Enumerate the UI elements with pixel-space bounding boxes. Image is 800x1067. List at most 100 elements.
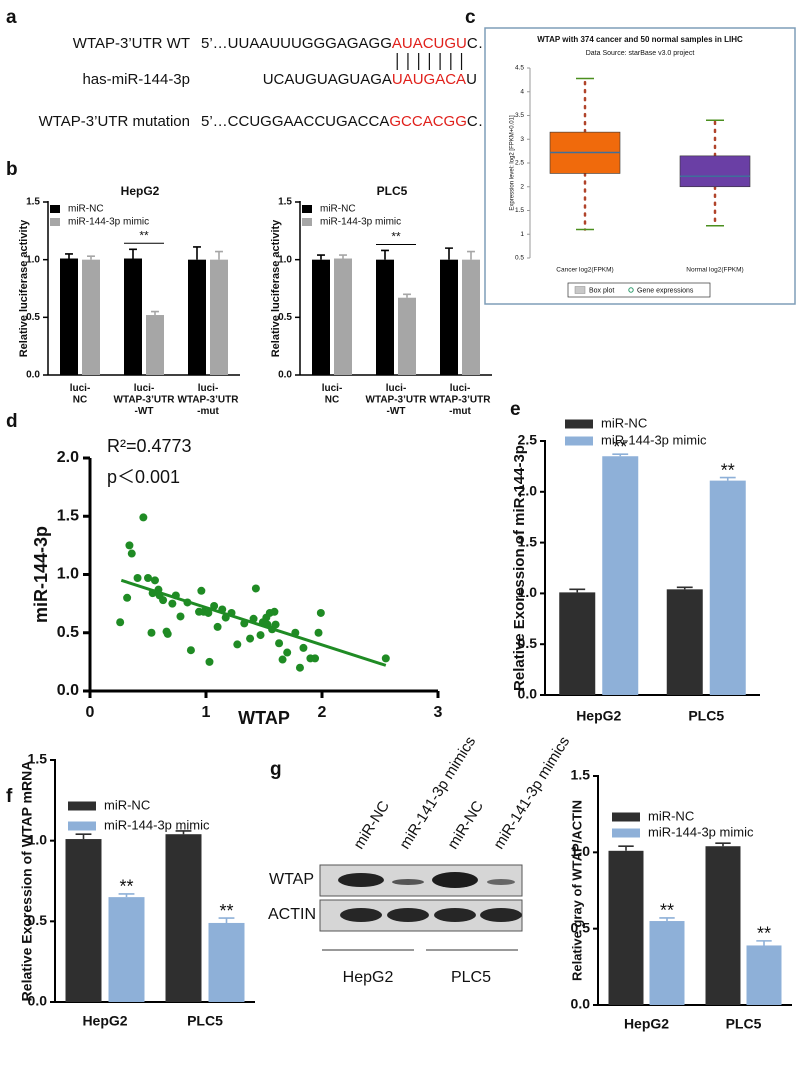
error-bar	[659, 917, 675, 922]
point	[270, 607, 279, 616]
point	[256, 631, 265, 640]
legend-label: miR-144-3p mimic	[68, 217, 149, 228]
error-bar	[215, 250, 223, 260]
row-label: WTAP-3’UTR WT	[73, 35, 190, 52]
y-tick-label: 0.0	[278, 370, 292, 381]
y-axis-label: Relative Exoression of miR-144-3p	[511, 445, 528, 691]
y-tick-label: 1.0	[57, 566, 79, 583]
bar	[666, 589, 703, 695]
y-tick-label: 1.5	[28, 751, 48, 767]
error-bar	[381, 249, 389, 260]
legend-label: miR-NC	[320, 204, 356, 215]
y-tick-label: 0.5	[28, 912, 48, 928]
panel-label: a	[6, 7, 17, 28]
bar	[602, 456, 639, 695]
error-bar	[569, 588, 586, 593]
error-bar	[151, 310, 159, 316]
point	[205, 657, 214, 666]
row-label: has-miR-144-3p	[82, 71, 190, 88]
legend-label: Box plot	[589, 287, 614, 294]
row-label: WTAP-3’UTR mutation	[39, 113, 190, 130]
x-axis-label: WTAP	[238, 708, 290, 728]
y-tick-label: 2.5	[515, 160, 524, 167]
x-tick-label: luci-NC	[322, 383, 343, 406]
bar	[210, 259, 228, 375]
y-axis-label: Expression level: log2 [FPKM+0.01]	[510, 115, 516, 211]
bar	[108, 897, 145, 1002]
error-bar	[175, 830, 192, 835]
bar	[146, 315, 164, 375]
error-bar	[65, 253, 73, 259]
legend-swatch	[565, 436, 593, 446]
bar	[376, 259, 394, 375]
x-tick-label: 1	[202, 704, 211, 721]
legend-swatch	[565, 419, 593, 429]
point	[127, 549, 136, 558]
x-tick-label: 2	[318, 704, 327, 721]
significance: **	[660, 901, 674, 921]
point	[246, 634, 255, 643]
bar	[208, 922, 245, 1002]
chart-title: PLC5	[377, 184, 408, 198]
band	[392, 879, 424, 885]
bar	[398, 297, 416, 375]
row-label: WTAP	[269, 871, 314, 888]
legend-frame	[567, 282, 711, 298]
significance: **	[721, 460, 735, 480]
point	[275, 639, 284, 648]
x-tick-label: Cancer log2(FPKM)	[556, 267, 613, 274]
chart-subtitle: Data Source: starBase v3.0 project	[586, 50, 695, 57]
panel-label: g	[270, 759, 282, 780]
bar	[312, 259, 330, 375]
bar	[608, 850, 644, 1005]
x-tick-label: luci-NC	[70, 383, 91, 406]
sequence: 5’…CCUGGAACCUGACCAGCCACGGC…	[201, 113, 493, 130]
point	[233, 640, 242, 649]
seq-site: AUACUGU	[392, 35, 467, 52]
panel-label: e	[510, 399, 521, 420]
y-tick-label: 3.5	[515, 112, 524, 119]
y-tick-label: 0.5	[278, 312, 292, 323]
bar	[709, 480, 746, 695]
point	[144, 573, 152, 582]
significance: **	[613, 437, 627, 457]
point	[123, 593, 132, 602]
y-tick-label: 2.0	[518, 483, 538, 499]
error-bar	[218, 917, 235, 923]
y-axis-label: miR-144-3p	[31, 526, 51, 623]
legend-swatch	[612, 828, 640, 838]
group-label: HepG2	[343, 969, 394, 986]
y-tick-label: 2.0	[57, 449, 79, 466]
y-tick-label: 1.0	[518, 584, 538, 600]
y-axis-label: Relative gray of WTAP/ACTIN	[569, 800, 584, 981]
point	[381, 654, 390, 663]
legend-swatch	[68, 801, 96, 811]
point	[316, 608, 325, 617]
y-tick-label: 0.0	[57, 682, 79, 699]
y-tick-label: 0.5	[26, 312, 40, 323]
y-tick-label: 0.0	[518, 686, 538, 702]
band	[487, 879, 515, 885]
x-tick-label: PLC5	[688, 708, 724, 724]
band	[432, 872, 478, 888]
panel-label: c	[465, 7, 476, 28]
panel-label: b	[6, 159, 18, 180]
y-tick-label: 1.0	[571, 843, 591, 859]
box	[679, 155, 751, 188]
x-tick-label: Normal log2(FPKM)	[686, 267, 743, 274]
x-tick-label: 0	[86, 704, 95, 721]
bar	[124, 258, 142, 375]
point	[150, 576, 159, 585]
point	[314, 628, 323, 637]
seq-site: GCCACGG	[389, 113, 467, 130]
point	[299, 643, 308, 652]
seq-suffix: U	[466, 71, 477, 88]
panel-label: d	[6, 411, 18, 432]
error-bar	[129, 248, 137, 259]
annotation: p＜0.001	[107, 467, 180, 487]
significance: **	[219, 901, 233, 921]
legend-label: miR-NC	[648, 808, 694, 823]
panel-label: f	[6, 786, 13, 807]
y-tick-label: 3	[520, 136, 524, 143]
